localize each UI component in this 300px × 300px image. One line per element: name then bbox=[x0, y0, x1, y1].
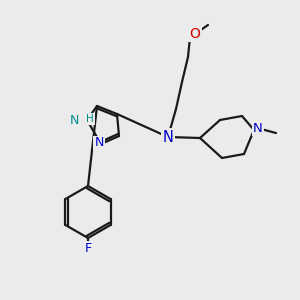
Text: N: N bbox=[163, 130, 173, 145]
Text: N: N bbox=[253, 122, 263, 134]
Text: N: N bbox=[94, 136, 104, 149]
Text: N: N bbox=[70, 113, 79, 127]
Text: O: O bbox=[190, 27, 200, 41]
Text: H: H bbox=[86, 114, 94, 124]
Text: F: F bbox=[84, 242, 92, 254]
